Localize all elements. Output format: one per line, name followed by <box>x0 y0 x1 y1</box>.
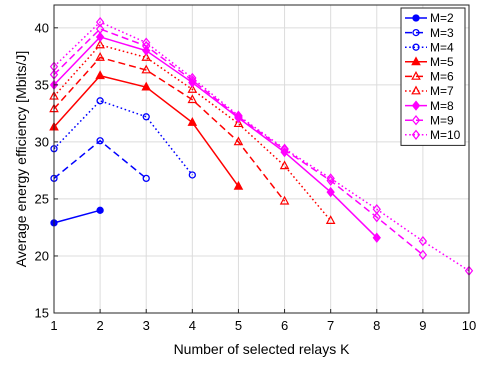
legend-label: M=10 <box>430 128 461 142</box>
data-point <box>412 14 420 22</box>
data-point <box>234 110 243 121</box>
x-tick-label: 2 <box>96 318 103 333</box>
data-point <box>411 129 421 140</box>
y-tick-label: 35 <box>35 77 49 92</box>
data-point <box>96 97 104 105</box>
data-point <box>418 249 428 260</box>
legend-item: M=6 <box>405 70 454 84</box>
series-line <box>53 28 424 256</box>
x-tick-label: 7 <box>327 318 334 333</box>
data-point <box>372 232 381 243</box>
data-point <box>418 235 428 247</box>
x-tick-label: 8 <box>373 318 380 333</box>
legend-label: M=7 <box>430 84 454 98</box>
data-point <box>411 115 421 126</box>
legend-label: M=5 <box>430 55 454 69</box>
y-tick-label: 15 <box>35 306 49 321</box>
series <box>50 137 150 183</box>
legend-item: M=5 <box>405 55 454 69</box>
y-tick-label: 20 <box>35 248 49 263</box>
x-tick-label: 3 <box>143 318 150 333</box>
data-point <box>411 85 421 95</box>
data-point <box>325 215 336 224</box>
data-point <box>141 64 152 74</box>
series-line <box>53 36 378 239</box>
data-point <box>95 31 105 43</box>
data-point <box>142 113 150 121</box>
legend-item: M=7 <box>405 84 454 98</box>
series-line <box>53 209 101 224</box>
legend-label: M=8 <box>430 99 454 113</box>
legend-label: M=6 <box>430 70 454 84</box>
data-point <box>280 143 289 154</box>
series <box>49 39 336 224</box>
series-line <box>53 56 286 202</box>
x-tick-label: 4 <box>189 318 196 333</box>
data-point <box>95 70 105 80</box>
y-tick-label: 40 <box>35 20 49 35</box>
series <box>49 16 474 276</box>
legend-label: M=2 <box>430 11 454 25</box>
x-tick-label: 9 <box>419 318 426 333</box>
data-point <box>96 137 104 145</box>
y-axis-label: Average energy efficiency [Mbits/J] <box>13 51 29 268</box>
data-point <box>411 100 421 111</box>
legend-label: M=3 <box>430 26 454 40</box>
legend-item: M=3 <box>405 26 454 40</box>
data-point <box>233 118 244 128</box>
data-point <box>95 39 105 49</box>
legend-label: M=9 <box>430 113 454 127</box>
data-point <box>234 111 243 122</box>
data-point <box>187 117 198 126</box>
data-point <box>411 70 421 80</box>
axes-frame <box>53 4 470 314</box>
data-point <box>326 173 335 184</box>
data-point <box>187 83 198 93</box>
legend-label: M=4 <box>430 40 454 54</box>
x-tick-label: 6 <box>281 318 288 333</box>
series-line <box>53 44 332 222</box>
legend-item: M=9 <box>405 113 454 127</box>
data-point <box>95 16 105 28</box>
axis-ticks: 1 2 3 4 5 6 7 8 9 10 15 20 25 30 35 40 <box>35 20 477 333</box>
data-point <box>412 28 420 37</box>
legend-item: M=8 <box>405 99 454 113</box>
series-line <box>53 21 470 272</box>
x-tick-label: 1 <box>50 318 57 333</box>
y-tick-label: 30 <box>35 134 49 149</box>
data-point <box>141 81 152 91</box>
data-point <box>188 171 196 179</box>
data-point <box>95 52 105 61</box>
data-point <box>95 23 105 35</box>
data-point <box>142 37 151 48</box>
data-point <box>187 94 198 104</box>
data-point <box>188 72 197 84</box>
series-line <box>53 139 147 179</box>
legend-item: M=2 <box>405 11 454 25</box>
y-tick-label: 25 <box>35 191 49 206</box>
data-point <box>142 174 150 183</box>
x-tick-label: 5 <box>235 318 242 333</box>
data-point <box>141 52 152 61</box>
data-point <box>279 195 290 205</box>
data-point <box>279 160 290 170</box>
data-point <box>372 204 381 215</box>
data-point <box>96 206 104 214</box>
data-point <box>280 144 289 156</box>
legend: M=2M=3M=4M=5M=6M=7M=8M=9M=10 <box>400 7 466 146</box>
legend-item: M=10 <box>405 128 461 142</box>
series-line <box>53 99 193 176</box>
data-point <box>326 186 335 198</box>
data-point <box>233 136 244 146</box>
data-point <box>411 56 421 66</box>
legend-item: M=4 <box>405 40 454 54</box>
x-tick-label: 10 <box>462 318 476 333</box>
data-point <box>233 180 244 190</box>
series <box>49 52 290 205</box>
data-point <box>372 212 381 223</box>
data-point <box>412 43 420 51</box>
x-axis-label: Number of selected relays K <box>174 341 351 357</box>
